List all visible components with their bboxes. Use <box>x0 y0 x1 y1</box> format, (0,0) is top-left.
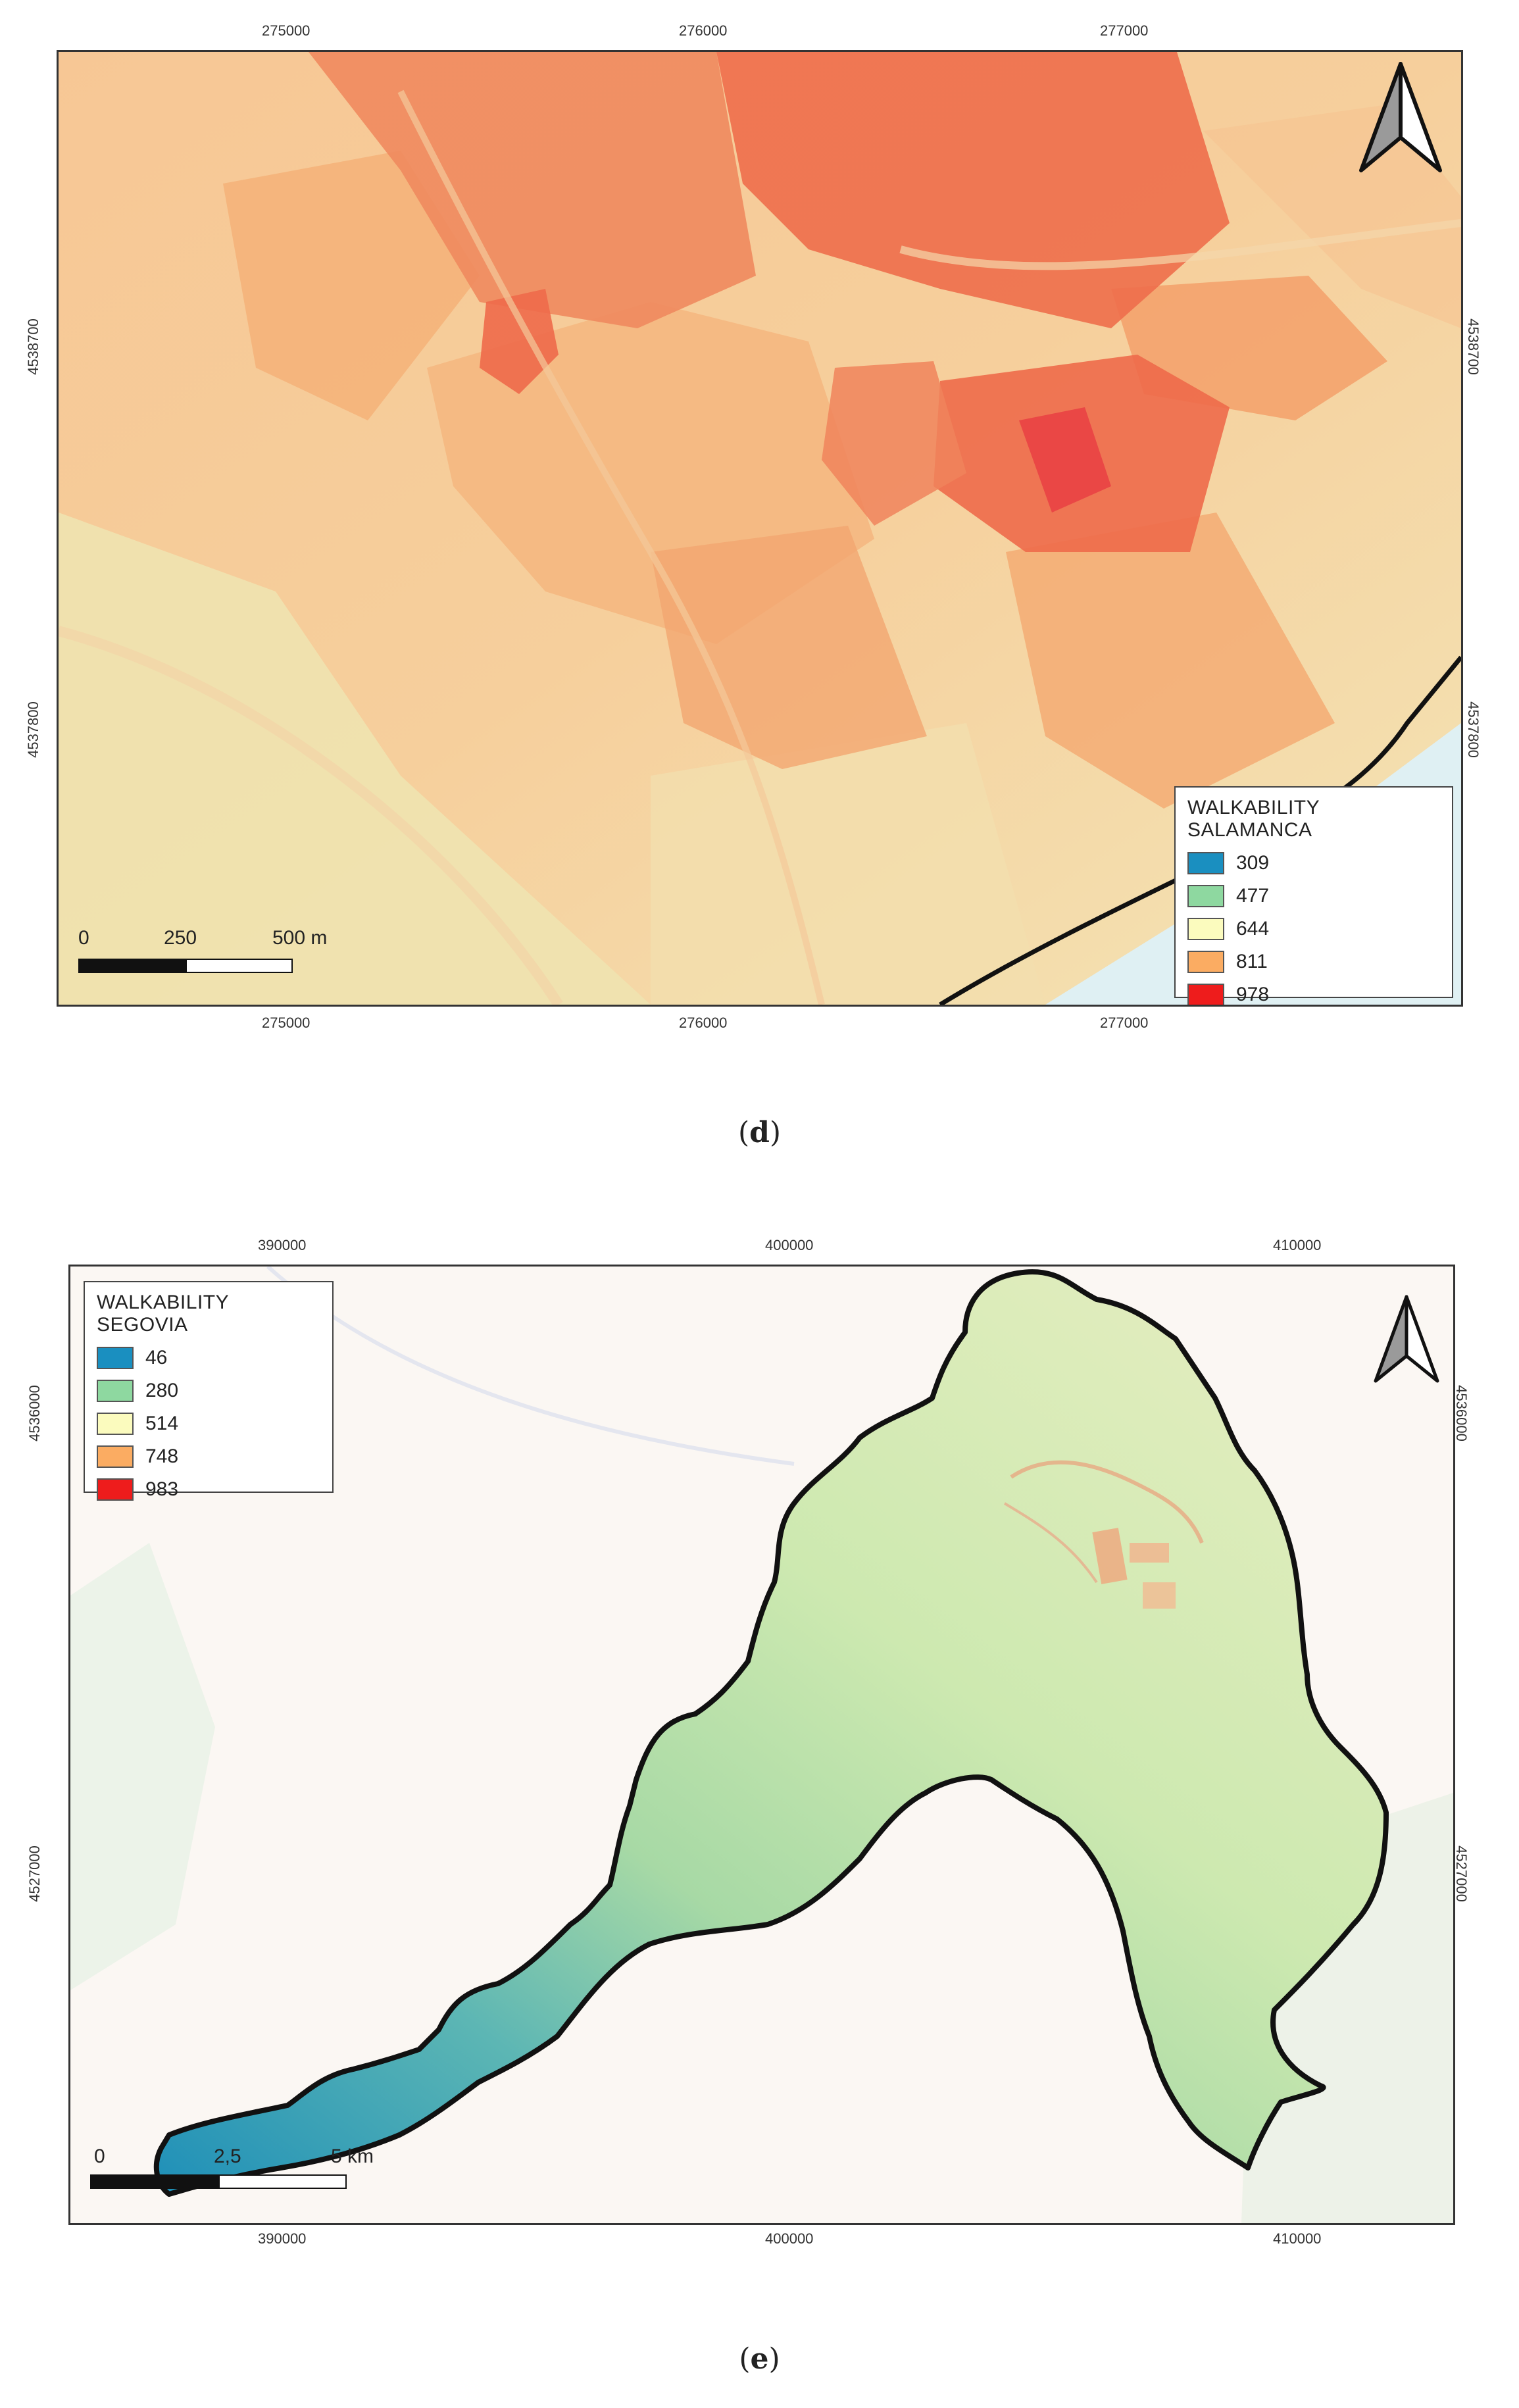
mid-zone <box>223 151 480 420</box>
high-zone <box>822 361 966 526</box>
walkability-map-segovia <box>70 1267 1453 2223</box>
scale-label: 0 <box>78 927 89 949</box>
legend-swatch <box>1187 885 1224 907</box>
high-zone <box>309 52 756 328</box>
road <box>59 626 563 1005</box>
walkability-map-salamanca <box>59 52 1461 1005</box>
x-tick-bottom: 390000 <box>258 2230 307 2247</box>
legend-item: 280 <box>97 1374 320 1407</box>
map-frame-salamanca: 0 250 500 m WALKABILITY SALAMANCA 309 47… <box>57 50 1463 1007</box>
legend-title: WALKABILITY SEGOVIA <box>97 1292 229 1336</box>
north-arrow-icon <box>1374 1295 1439 1383</box>
legend-swatch <box>97 1347 134 1369</box>
legend-title: WALKABILITY SALAMANCA <box>1187 797 1320 841</box>
mid-zone <box>1006 513 1335 809</box>
legend-value: 477 <box>1236 885 1270 907</box>
x-tick-top: 410000 <box>1273 1237 1322 1253</box>
scale-label: 250 <box>164 927 197 949</box>
legend-value: 983 <box>145 1478 179 1500</box>
x-tick-top: 277000 <box>1100 22 1149 39</box>
context-vegetation <box>70 1543 215 1990</box>
scale-label: 500 m <box>272 927 328 949</box>
legend-swatch <box>97 1380 134 1402</box>
legend-item: 748 <box>97 1440 320 1473</box>
map-frame-segovia: 0 2,5 5 km WALKABILITY SEGOVIA 46 280 51… <box>68 1265 1455 2225</box>
x-tick-bottom: 410000 <box>1273 2230 1322 2247</box>
x-tick-top: 275000 <box>262 22 311 39</box>
legend-value: 748 <box>145 1445 179 1467</box>
y-tick-right: 4538700 <box>1464 318 1482 375</box>
scale-bar: 0 250 500 m <box>78 927 327 986</box>
road <box>397 89 825 1005</box>
y-tick-left: 4527000 <box>26 1845 43 1902</box>
legend-swatch <box>1187 852 1224 874</box>
x-tick-bottom: 277000 <box>1100 1015 1149 1031</box>
legend-item: 477 <box>1187 880 1440 913</box>
scale-label: 2,5 <box>214 2145 241 2167</box>
x-tick-top: 400000 <box>765 1237 814 1253</box>
caption-d: (d) <box>737 1116 782 1149</box>
low-zone <box>651 723 1045 1005</box>
legend-swatch <box>97 1445 134 1468</box>
y-tick-right: 4537800 <box>1464 701 1482 758</box>
scale-track <box>78 959 293 973</box>
x-tick-bottom: 400000 <box>765 2230 814 2247</box>
x-tick-bottom: 275000 <box>262 1015 311 1031</box>
scale-bar: 0 2,5 5 km <box>90 2145 374 2205</box>
high-zone <box>1019 407 1111 513</box>
legend-swatch <box>97 1413 134 1435</box>
high-zone <box>716 52 1230 328</box>
low-zone <box>59 513 651 1005</box>
scale-label: 0 <box>94 2145 105 2167</box>
legend-swatch <box>97 1478 134 1501</box>
urban-core <box>1003 1460 1204 1609</box>
legend-item: 46 <box>97 1342 320 1374</box>
legend-item: 644 <box>1187 913 1440 945</box>
legend-item: 309 <box>1187 847 1440 880</box>
legend-value: 514 <box>145 1413 179 1434</box>
caption-letter: e <box>750 2342 769 2376</box>
y-tick-left: 4536000 <box>26 1385 43 1442</box>
high-zone <box>480 289 559 394</box>
y-tick-left: 4537800 <box>24 701 41 758</box>
road <box>899 219 1461 270</box>
x-tick-bottom: 276000 <box>679 1015 728 1031</box>
scale-track <box>90 2174 347 2189</box>
mid-zone <box>651 526 927 769</box>
legend-item: 811 <box>1187 945 1440 978</box>
legend-item: 983 <box>97 1473 320 1506</box>
municipality-area <box>153 1269 1389 2197</box>
legend-value: 811 <box>1236 951 1268 972</box>
north-arrow-icon <box>1359 62 1442 172</box>
legend-item: 978 <box>1187 978 1440 1005</box>
legend-value: 309 <box>1236 852 1270 874</box>
legend-swatch <box>1187 984 1224 1005</box>
caption-letter: d <box>749 1116 770 1149</box>
legend-item: 514 <box>97 1407 320 1440</box>
legend-value: 280 <box>145 1380 179 1401</box>
legend-value: 644 <box>1236 918 1270 940</box>
caption-e: (e) <box>739 2342 780 2376</box>
y-tick-left: 4538700 <box>24 318 41 375</box>
scale-label: 5 km <box>331 2145 374 2167</box>
x-tick-top: 390000 <box>258 1237 307 1253</box>
legend-segovia: WALKABILITY SEGOVIA 46 280 514 748 983 <box>84 1281 334 1501</box>
legend-value: 46 <box>145 1347 168 1368</box>
legend-value: 978 <box>1236 984 1270 1005</box>
legend-swatch <box>1187 918 1224 940</box>
mid-zone <box>1203 105 1461 328</box>
x-tick-top: 276000 <box>679 22 728 39</box>
legend-swatch <box>1187 951 1224 973</box>
legend-salamanca: WALKABILITY SALAMANCA 309 477 644 811 97… <box>1174 786 1453 1005</box>
